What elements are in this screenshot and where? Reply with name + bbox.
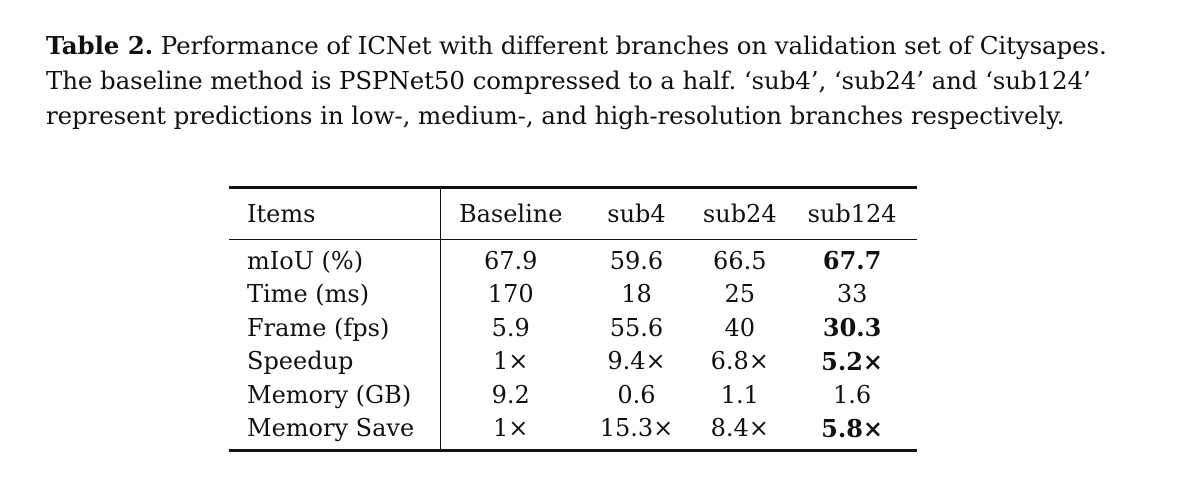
results-table: Items Baseline sub4 sub24 sub124 mIoU (%… [229, 186, 917, 452]
table-row: Frame (fps) 5.9 55.6 40 30.3 [229, 311, 917, 345]
table-row: Time (ms) 170 18 25 33 [229, 277, 917, 311]
table-row: mIoU (%) 67.9 59.6 66.5 67.7 [229, 239, 917, 278]
header-items: Items [229, 187, 441, 240]
header-sub24: sub24 [702, 200, 777, 228]
cell-baseline: 1× [493, 347, 529, 376]
table-body: mIoU (%) 67.9 59.6 66.5 67.7 Time (ms) 170 18 25… [229, 239, 917, 451]
results-table-container: Items Baseline sub4 sub24 sub124 mIoU (%… [229, 186, 917, 452]
row-label: mIoU (%) [229, 239, 441, 278]
table-row: Speedup 1× 9.4× 6.8× 5.2× [229, 344, 917, 378]
table-row: Memory Save 1× 15.3× 8.4× 5.8× [229, 411, 917, 451]
cell-baseline: 170 [487, 280, 534, 309]
table-row: Memory (GB) 9.2 0.6 1.1 1.6 [229, 378, 917, 412]
header-baseline: Baseline [458, 200, 563, 228]
cell-baseline: 9.2 [491, 380, 530, 409]
cell-sub4: 0.6 [617, 380, 656, 409]
cell-sub124: 33 [836, 280, 868, 309]
cell-sub24: 66.5 [713, 246, 767, 275]
cell-sub124: 67.7 [822, 246, 882, 276]
cell-baseline: 5.9 [491, 313, 530, 342]
cell-sub124: 30.3 [822, 313, 882, 343]
cell-sub4: 55.6 [609, 313, 664, 342]
cell-sub4: 9.4× [607, 347, 666, 376]
caption-text: Performance of ICNet with different bran… [46, 31, 1107, 130]
cell-sub4: 59.6 [609, 246, 664, 275]
cell-sub24: 6.8× [710, 347, 769, 376]
row-label: Time (ms) [229, 277, 441, 311]
row-label: Frame (fps) [229, 311, 441, 345]
cell-sub24: 1.1 [720, 380, 759, 409]
caption-label: Table 2. [46, 31, 154, 60]
cell-sub24: 40 [724, 313, 756, 342]
row-label: Speedup [229, 344, 441, 378]
cell-sub124: 5.2× [821, 346, 884, 376]
cell-baseline: 67.9 [483, 246, 538, 275]
cell-sub4: 15.3× [599, 414, 674, 443]
header-row: Items Baseline sub4 sub24 sub124 [229, 187, 917, 240]
cell-sub24: 8.4× [710, 414, 769, 443]
cell-sub124: 1.6 [833, 380, 872, 409]
table-caption: Table 2. Performance of ICNet with diffe… [46, 28, 1146, 133]
cell-sub24: 25 [724, 280, 756, 309]
cell-sub4: 18 [621, 280, 652, 309]
header-sub4: sub4 [607, 200, 666, 228]
row-label: Memory (GB) [229, 378, 441, 412]
cell-sub124: 5.8× [821, 413, 884, 443]
header-sub124: sub124 [807, 200, 897, 228]
cell-baseline: 1× [493, 414, 529, 443]
row-label: Memory Save [229, 411, 441, 451]
